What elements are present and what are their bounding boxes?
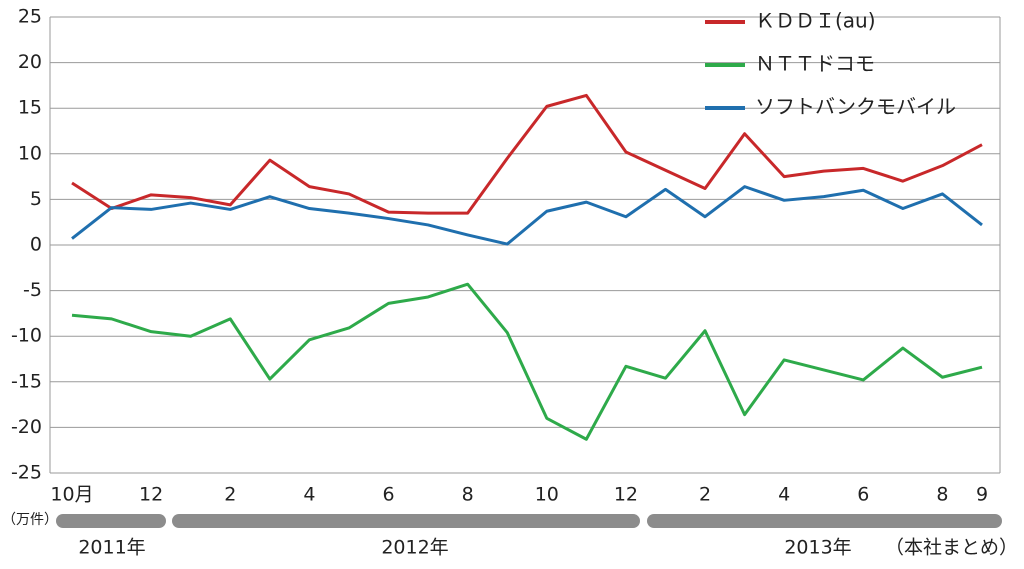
x-tick-label: 2 [224,484,236,506]
legend-label: ソフトバンクモバイル [755,95,956,119]
x-tick-label: 4 [778,484,790,506]
y-unit: （万件） [2,512,58,528]
y-tick-label: -20 [11,416,42,438]
legend-label: ＮＴＴドコモ [755,52,875,76]
x-tick-label: 10 [535,484,559,506]
y-tick-label: 10 [18,142,42,164]
year-label: 2013年 [784,537,851,559]
y-tick-label: 5 [30,188,42,210]
y-tick-label: 0 [30,234,42,256]
y-tick-label: -25 [11,462,42,484]
year-bar [647,514,1002,528]
series-line [71,185,983,246]
x-tick-label: 10月 [50,484,93,506]
x-tick-label: 2 [699,484,711,506]
legend-label: ＫＤＤＩ(au) [755,9,876,33]
x-tick-label: 8 [462,484,474,506]
year-label: 2012年 [381,537,448,559]
x-tick-label: 8 [936,484,948,506]
year-bar [56,514,166,528]
y-tick-label: 20 [18,51,42,73]
year-label: 2011年 [78,537,145,559]
x-tick-label: 12 [139,484,163,506]
series-line [71,93,983,215]
x-tick-label: 12 [614,484,638,506]
y-tick-label: -15 [11,370,42,392]
series-line [71,282,983,441]
x-tick-label: 6 [857,484,869,506]
x-tick-label: 4 [303,484,315,506]
source-note: （本社まとめ） [885,537,1018,559]
x-tick-label: 9 [976,484,988,506]
y-tick-label: -10 [11,325,42,347]
y-tick-label: 15 [18,97,42,119]
x-tick-label: 6 [382,484,394,506]
y-tick-label: -5 [23,279,42,301]
y-tick-label: 25 [18,6,42,28]
year-bar [172,514,640,528]
